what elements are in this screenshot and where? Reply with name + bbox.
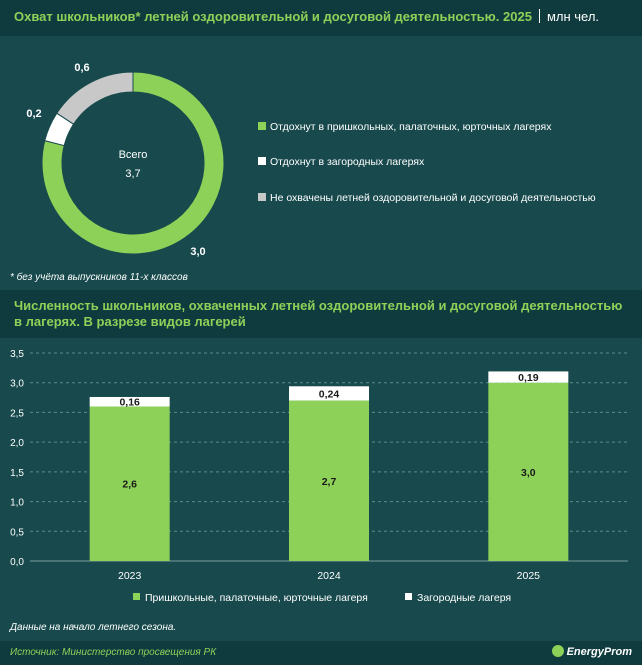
donut-slices	[41, 71, 225, 255]
bar-data-label: 2,6	[122, 479, 137, 491]
logo-icon	[551, 645, 564, 657]
donut-footnote: * без учёта выпускников 11-х классов	[10, 272, 188, 283]
y-tick-label: 3,5	[10, 349, 24, 360]
legend-swatch-gray	[258, 193, 266, 201]
donut-slice-label-white: 0,2	[26, 108, 41, 120]
brand-logo: EnergyProm	[551, 645, 632, 658]
bar-segment-white	[89, 396, 170, 407]
bar-x-ticks: 2023 2024 2025	[118, 570, 540, 582]
donut-legend-item-3: Не охвачены летней оздоровительной и дос…	[258, 192, 596, 204]
bar-data-label: 0,16	[119, 397, 140, 409]
donut-slice-label-green: 3,0	[190, 246, 205, 258]
legend-swatch	[405, 593, 412, 600]
legend-label: Не охвачены летней оздоровительной и дос…	[270, 192, 596, 204]
legend-label: Пришкольные, палаточные, юрточные лагеря	[145, 592, 368, 604]
legend-label: Загородные лагеря	[417, 592, 511, 604]
bar-note: Данные на начало летнего сезона.	[10, 622, 177, 633]
bar-segment-green	[488, 382, 569, 561]
bar-data-label: 2,7	[322, 476, 337, 488]
donut-legend-item-2: Отдохнут в загородных лагерях	[258, 156, 424, 168]
legend-swatch-green	[258, 122, 266, 130]
bar-header: Численность школьников, охваченных летне…	[0, 290, 642, 338]
bar-segment-green	[289, 400, 369, 561]
footer: Источник: Министерство просвещения РК En…	[0, 641, 642, 665]
logo-text: EnergyProm	[566, 646, 632, 658]
legend-label: Отдохнут в загородных лагерях	[270, 156, 425, 168]
y-tick-label: 2,0	[10, 438, 24, 449]
donut-center-value: 3,7	[125, 168, 140, 180]
legend-swatch	[133, 593, 140, 600]
legend-label: Отдохнут в пришкольных, палаточных, юрто…	[270, 121, 552, 133]
donut-title-text: Охват школьников* летней оздоровительной…	[14, 9, 532, 24]
donut-slice-green	[41, 71, 225, 255]
title-separator	[538, 9, 540, 23]
legend-swatch-white	[258, 157, 266, 165]
y-tick-label: 2,5	[10, 408, 24, 419]
donut-legend-item-1: Отдохнут в пришкольных, палаточных, юрто…	[258, 121, 551, 133]
x-tick-label: 2025	[517, 570, 541, 582]
y-tick-label: 1,5	[10, 468, 24, 479]
bar-data-label: 0,19	[518, 372, 539, 384]
bar-segment-white	[289, 386, 369, 401]
bar-y-ticks: 0,0 0,5 1,0 1,5 2,0 2,5 3,0 3,5	[10, 349, 24, 568]
donut-unit: млн чел.	[546, 9, 600, 24]
x-tick-label: 2024	[317, 570, 341, 582]
x-tick-label: 2023	[118, 570, 142, 582]
bar-data-label: 0,24	[319, 388, 340, 400]
bar-segment-green	[89, 406, 170, 561]
donut-slice-label-gray: 0,6	[74, 62, 89, 74]
bar-data-label: 3,0	[521, 467, 536, 479]
y-tick-label: 0,0	[10, 557, 24, 568]
donut-title: Охват школьников* летней оздоровительной…	[14, 9, 599, 24]
donut-slice-gray	[56, 71, 134, 125]
donut-header: Охват школьников* летней оздоровительной…	[0, 0, 642, 36]
bar-chart: 0,0 0,5 1,0 1,5 2,0 2,5 3,0 3,5 2,6 0,16 2,7 0,24 3…	[10, 349, 628, 604]
y-tick-label: 0,5	[10, 527, 24, 538]
bar-title: Численность школьников, охваченных летне…	[14, 298, 623, 329]
source-text: Источник: Министерство просвещения РК	[10, 647, 217, 658]
y-tick-label: 1,0	[10, 498, 24, 509]
donut-chart: Всего 3,7 3,0 0,2 0,6	[26, 62, 225, 258]
bar-legend: Пришкольные, палаточные, юрточные лагеря…	[133, 592, 511, 604]
y-tick-label: 3,0	[10, 379, 24, 390]
donut-center-label: Всего	[119, 149, 148, 161]
bar-segment-white	[488, 371, 569, 383]
bar-rects: 2,6 0,16 2,7 0,24 3,0 0,19	[89, 371, 569, 561]
